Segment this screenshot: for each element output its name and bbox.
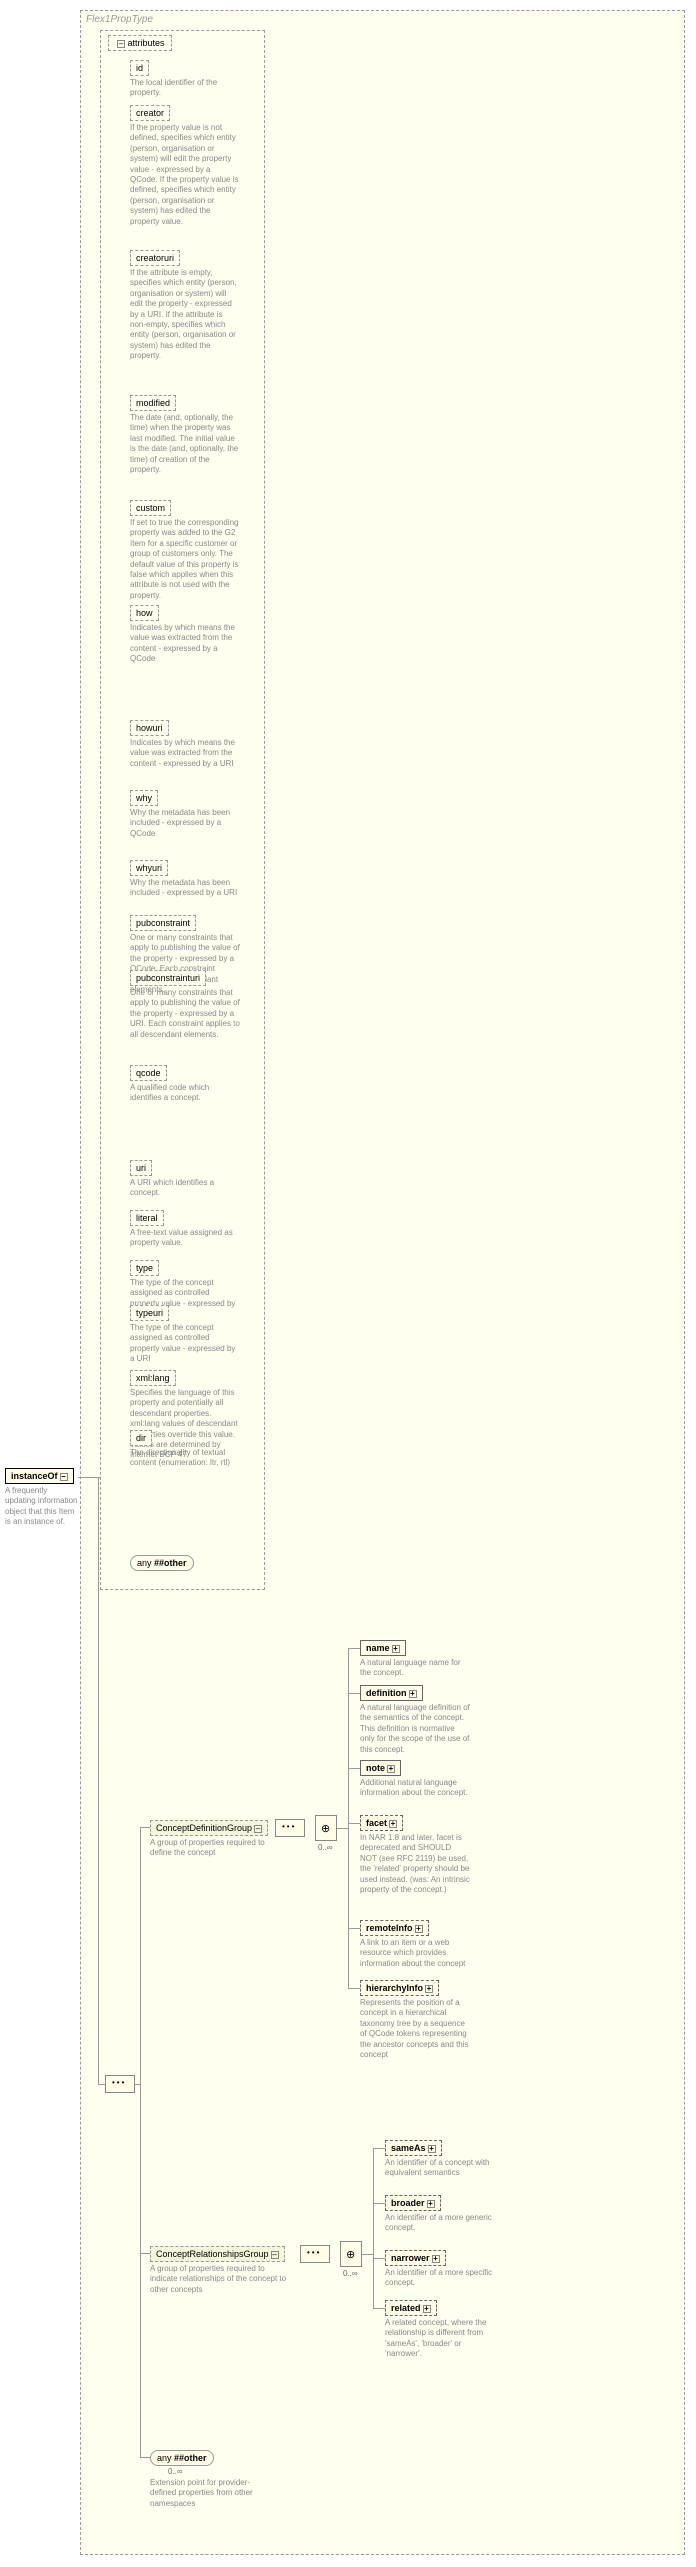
any-attribute: any ##other (130, 1555, 194, 1571)
attr-dir: dir (130, 1430, 152, 1446)
attr-typeuri: typeuri (130, 1305, 169, 1321)
attr-pubconstrainturi: pubconstrainturi (130, 970, 206, 986)
attr-why: why (130, 790, 158, 806)
element-desc: Additional natural language information … (360, 1778, 470, 1799)
attr-desc: A qualified code which identifies a conc… (130, 1083, 240, 1104)
occurrence: 0..∞ (318, 1843, 333, 1852)
attr-uri: uri (130, 1160, 152, 1176)
attr-literal: literal (130, 1210, 164, 1226)
attr-desc: The type of the concept assigned as cont… (130, 1323, 240, 1365)
attr-desc: Indicates by which means the value was e… (130, 623, 240, 665)
element-desc: A link to an item or a web resource whic… (360, 1938, 470, 1969)
element-narrower[interactable]: narrower+ (385, 2250, 446, 2266)
element-sameAs[interactable]: sameAs+ (385, 2140, 442, 2156)
concept-definition-group-desc: A group of properties required to define… (150, 1838, 265, 1859)
attr-modified: modified (130, 395, 176, 411)
choice-defgroup (315, 1815, 337, 1841)
attr-desc: If set to true the corresponding propert… (130, 518, 240, 601)
element-desc: A related concept, where the relationshi… (385, 2318, 495, 2360)
sequence-relgroup (300, 2245, 330, 2263)
expand-icon[interactable]: – (271, 2251, 279, 2259)
element-note[interactable]: note+ (360, 1760, 401, 1776)
attr-desc: The local identifier of the property. (130, 78, 240, 99)
attr-id: id (130, 60, 149, 76)
root-desc: A frequently updating information object… (5, 1486, 80, 1528)
element-desc: An identifier of a more specific concept… (385, 2268, 495, 2289)
attributes-heading: – attributes (108, 35, 172, 51)
attr-pubconstraint: pubconstraint (130, 915, 196, 931)
concept-relationships-group-desc: A group of properties required to indica… (150, 2264, 290, 2295)
attr-desc: The directionality of textual content (e… (130, 1448, 240, 1469)
attr-desc: If the property value is not defined, sp… (130, 123, 240, 227)
expand-icon[interactable]: – (117, 40, 125, 48)
element-remoteInfo[interactable]: remoteInfo+ (360, 1920, 429, 1936)
diagram-canvas: Flex1PropType instanceOf– A frequently u… (0, 0, 696, 2567)
element-desc: An identifier of a more generic concept. (385, 2213, 495, 2234)
attr-whyuri: whyuri (130, 860, 168, 876)
element-related[interactable]: related+ (385, 2300, 437, 2316)
sequence-main (105, 2075, 135, 2093)
occurrence: 0..∞ (168, 2467, 183, 2476)
attr-desc: If the attribute is empty, specifies whi… (130, 268, 240, 362)
element-broader[interactable]: broader+ (385, 2195, 441, 2211)
element-facet[interactable]: facet+ (360, 1815, 403, 1831)
element-hierarchyInfo[interactable]: hierarchyInfo+ (360, 1980, 439, 1996)
occurrence: 0..∞ (343, 2269, 358, 2278)
concept-relationships-group[interactable]: ConceptRelationshipsGroup– (150, 2246, 285, 2262)
any-element: any ##other (150, 2450, 214, 2466)
attr-type: type (130, 1260, 159, 1276)
expand-icon[interactable]: – (254, 1825, 262, 1833)
element-desc: An identifier of a concept with equivale… (385, 2158, 495, 2179)
element-definition[interactable]: definition+ (360, 1685, 423, 1701)
element-desc: In NAR 1.8 and later, facet is deprecate… (360, 1833, 470, 1895)
attr-xml-lang: xml:lang (130, 1370, 176, 1386)
attr-custom: custom (130, 500, 171, 516)
any-element-desc: Extension point for provider-defined pro… (150, 2478, 265, 2509)
attr-desc: Why the metadata has been included - exp… (130, 878, 240, 899)
attr-desc: Indicates by which means the value was e… (130, 738, 240, 769)
attr-desc: A free-text value assigned as property v… (130, 1228, 240, 1249)
sequence-defgroup (275, 1819, 305, 1837)
concept-definition-group[interactable]: ConceptDefinitionGroup– (150, 1820, 268, 1836)
attr-creatoruri: creatoruri (130, 250, 180, 266)
root-element-instanceof[interactable]: instanceOf– (5, 1468, 74, 1484)
element-desc: A natural language name for the concept. (360, 1658, 470, 1679)
element-desc: A natural language definition of the sem… (360, 1703, 470, 1755)
attr-creator: creator (130, 105, 170, 121)
element-name[interactable]: name+ (360, 1640, 406, 1656)
element-desc: Represents the position of a concept in … (360, 1998, 470, 2060)
choice-relgroup (340, 2241, 362, 2267)
attr-desc: A URI which identifies a concept. (130, 1178, 240, 1199)
attr-desc: Why the metadata has been included - exp… (130, 808, 240, 839)
type-label: Flex1PropType (86, 14, 153, 25)
expand-icon[interactable]: – (60, 1473, 68, 1481)
attr-qcode: qcode (130, 1065, 167, 1081)
attr-howuri: howuri (130, 720, 169, 736)
attr-desc: One or many constraints that apply to pu… (130, 988, 240, 1040)
attr-how: how (130, 605, 159, 621)
attr-desc: The date (and, optionally, the time) whe… (130, 413, 240, 475)
